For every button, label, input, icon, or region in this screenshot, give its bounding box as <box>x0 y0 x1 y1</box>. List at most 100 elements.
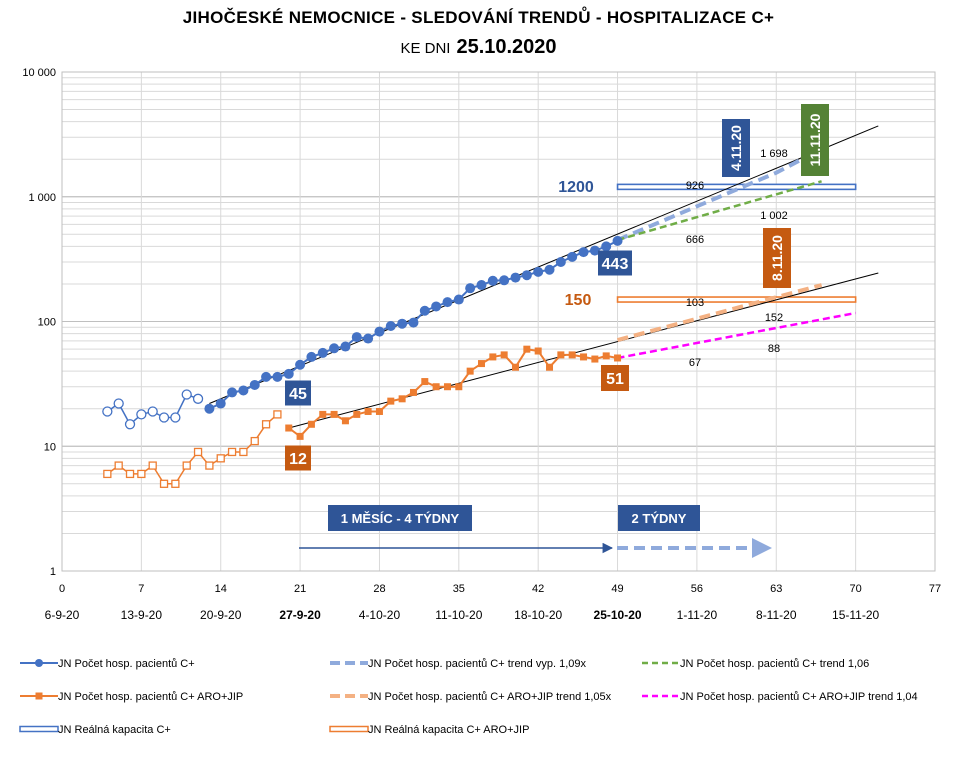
date-label: 8-11-20 <box>756 608 797 622</box>
legend-item: JN Reálná kapacita C+ ARO+JIP <box>329 724 529 736</box>
date-label: 25-10-20 <box>594 608 642 622</box>
orange-main-point <box>534 347 542 355</box>
blue-main-point <box>340 341 351 352</box>
orange-main-point <box>591 355 599 363</box>
orange-hist-point <box>193 447 203 457</box>
orange-hist-point <box>239 447 248 457</box>
blue-main-point <box>408 317 419 328</box>
date-label: 27-9-20 <box>279 608 321 622</box>
x-tick-label: 21 <box>294 583 306 595</box>
legend-symbol-marker <box>35 659 43 667</box>
legend: JN Počet hosp. pacientů C+ JN Počet hosp.… <box>19 658 918 736</box>
value-label: 1 698 <box>760 148 788 160</box>
blue-hist-point <box>158 412 170 423</box>
orange-main-point <box>421 378 429 386</box>
orange-main-point <box>409 388 417 396</box>
box-blue-start-label: 45 <box>289 386 307 403</box>
box-orange-start-label: 12 <box>289 451 307 468</box>
orange-hist-point <box>250 436 259 446</box>
y-tick-label: 100 <box>38 317 56 329</box>
legend-label: JN Reálná kapacita C+ ARO+JIP <box>368 724 529 736</box>
blue-main-point <box>385 321 396 332</box>
value-label: 926 <box>686 180 704 192</box>
orange-main-point <box>398 395 406 403</box>
x-tick-label: 28 <box>373 583 385 595</box>
annotations: 443 45 12 51 4.11.20 11.11.20 8.11.20 1200 150 1 … <box>285 104 829 558</box>
date-label: 18-10-20 <box>514 608 562 622</box>
blue-main-point <box>329 343 340 354</box>
blue-main-point <box>544 264 555 275</box>
date-orange-label: 8.11.20 <box>769 235 785 281</box>
orange-main-point <box>500 351 508 359</box>
legend-item: JN Počet hosp. pacientů C+ <box>20 658 195 670</box>
orange-hist-line <box>106 413 278 485</box>
x-tick-label: 7 <box>138 583 144 595</box>
orange-hist-point <box>159 479 169 488</box>
orange-main-point <box>568 351 576 359</box>
y-tick-label: 1 <box>50 566 56 578</box>
orange-hist-point <box>114 461 123 470</box>
blue-main-point <box>521 270 532 281</box>
blue-main-point <box>283 368 294 379</box>
value-label: 67 <box>689 357 701 369</box>
blue-main-point <box>204 403 215 414</box>
orange-main-point <box>602 352 610 360</box>
date-label: 15-11-20 <box>832 608 879 622</box>
orange-main-point <box>296 432 304 440</box>
orange-main-point <box>285 424 293 432</box>
legend-item: JN Počet hosp. pacientů C+ ARO+JIP <box>20 691 243 703</box>
axes: 1 10 100 1 000 10 000 0 7 14 21 28 35 42 49 56 63 70 77 6… <box>22 67 941 622</box>
date-blue-calc-box <box>722 119 750 177</box>
orange-hist-point <box>182 461 191 470</box>
date-label: 4-10-20 <box>359 608 401 622</box>
date-label: 20-9-20 <box>200 608 242 622</box>
orange-main-point <box>387 397 395 405</box>
date-orange-box <box>763 228 791 288</box>
blue-main-point <box>442 297 453 308</box>
blue-main-point <box>261 371 272 382</box>
capacity-label-aro: 150 <box>565 292 592 309</box>
chart-subtitle: KE DNI 25.10.2020 <box>0 36 957 59</box>
box-orange-start-box <box>285 445 311 471</box>
blue-hist-point <box>113 398 124 409</box>
blue-main-point <box>306 351 317 362</box>
legend-label: JN Počet hosp. pacientů C+ ARO+JIP trend… <box>680 691 918 703</box>
blue-main-point <box>567 251 578 262</box>
x-tick-label: 35 <box>453 583 465 595</box>
x-tick-label: 70 <box>850 583 862 595</box>
orange-main-point <box>557 351 565 359</box>
orange-hist-point <box>216 454 225 463</box>
blue-main-point <box>249 379 260 390</box>
orange-main-point <box>466 367 474 375</box>
legend-label: JN Počet hosp. pacientů C+ trend vyp. 1,… <box>368 658 586 670</box>
box-orange-end-box <box>601 365 629 391</box>
box-blue-end-label: 443 <box>602 256 629 273</box>
legend-item: JN Reálná kapacita C+ <box>19 724 171 736</box>
blue-main-point <box>499 275 510 286</box>
legend-label: JN Reálná kapacita C+ <box>58 724 171 736</box>
legend-symbol-marker <box>35 692 43 700</box>
period-weeks-box <box>618 505 700 531</box>
chart-title: JIHOČESKÉ NEMOCNICE - SLEDOVÁNÍ TRENDŮ -… <box>182 8 775 27</box>
orange-main-point <box>353 410 361 418</box>
orange-hist-point <box>261 420 271 429</box>
date-label: 1-11-20 <box>677 608 718 622</box>
orange-main-point <box>330 410 338 418</box>
orange-hist-point <box>125 469 135 479</box>
x-tick-label: 56 <box>691 583 703 595</box>
legend-label: JN Počet hosp. pacientů C+ <box>58 658 195 670</box>
blue-hist-point <box>147 406 158 417</box>
blue-main-point <box>397 318 408 329</box>
box-orange-end-label: 51 <box>606 371 624 388</box>
orange-main-point <box>512 363 520 371</box>
blue-main-point <box>431 301 442 312</box>
orange-hist-point <box>205 461 214 470</box>
blue-main-point <box>215 398 226 409</box>
legend-label: JN Počet hosp. pacientů C+ ARO+JIP trend… <box>368 691 612 703</box>
orange-main-point <box>432 383 440 391</box>
green-trend-line <box>617 180 822 242</box>
blue-main-point <box>578 247 589 258</box>
blue-main-point <box>510 272 521 283</box>
blue-main-point <box>351 332 362 343</box>
